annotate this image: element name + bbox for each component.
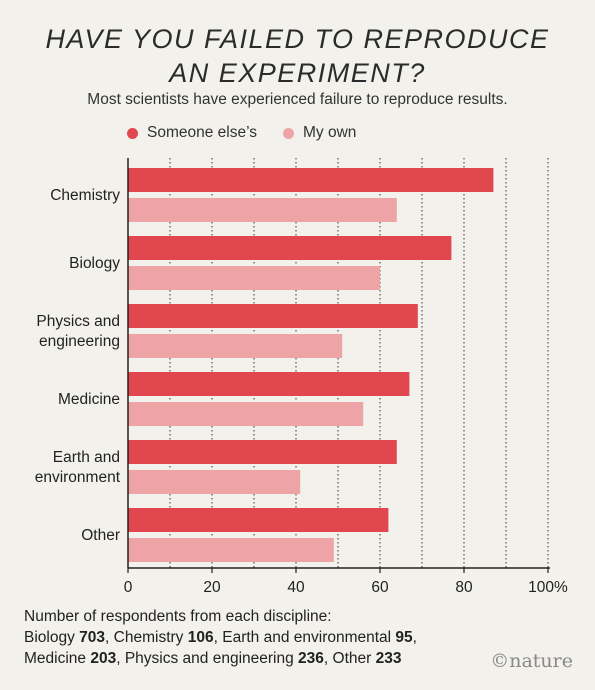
bar-5-someone-elses (128, 508, 389, 532)
category-label-2-1: engineering (39, 333, 120, 350)
bar-1-my-own (128, 266, 380, 290)
chart-subtitle: Most scientists have experienced failure… (87, 91, 508, 108)
legend-dot-someone-elses (127, 127, 138, 139)
x-tick-label-0: 0 (124, 579, 133, 596)
chart-title-line-2: AN EXPERIMENT? (169, 58, 426, 88)
x-tick-label-100: 100% (528, 579, 568, 596)
bar-0-someone-elses (128, 168, 494, 192)
bar-3-someone-elses (128, 372, 410, 396)
x-tick-label-80: 80 (455, 579, 473, 596)
legend-item-someone-elses: Someone else’s (127, 124, 257, 142)
chart-title-line-1: HAVE YOU FAILED TO REPRODUCE (45, 24, 550, 54)
bar-4-someone-elses (128, 440, 397, 464)
x-tick-label-60: 60 (371, 579, 389, 596)
respondent-discipline: Physics and engineering (124, 650, 299, 667)
category-label-4-1: environment (35, 469, 121, 486)
respondents-line-2: Medicine 203, Physics and engineering 23… (24, 650, 402, 667)
respondents-heading: Number of respondents from each discipli… (24, 608, 332, 625)
category-label-2-0: Physics and (36, 313, 120, 330)
legend-label-someone-elses: Someone else’s (147, 124, 258, 141)
bar-0-my-own (128, 198, 397, 222)
respondent-count: 95 (395, 629, 413, 646)
category-label-3-0: Medicine (58, 391, 120, 408)
bar-2-someone-elses (128, 304, 418, 328)
respondent-discipline: Biology (24, 629, 80, 646)
legend: Someone else’s My own (127, 124, 382, 142)
respondent-discipline: Earth and environmental (222, 629, 396, 646)
respondent-discipline: Other (332, 650, 376, 667)
bar-chart: Chemistry Biology Physics and engineering Me… (35, 158, 568, 596)
respondent-discipline: Chemistry (113, 629, 188, 646)
category-label-5-0: Other (81, 527, 120, 544)
bar-2-my-own (128, 334, 343, 358)
bar-1-someone-elses (128, 236, 452, 260)
category-label-4-0: Earth and (53, 449, 120, 466)
x-tick-label-20: 20 (203, 579, 221, 596)
category-label-0-0: Chemistry (50, 187, 120, 204)
respondent-count: 233 (375, 650, 402, 667)
legend-dot-my-own (283, 127, 295, 139)
x-tick-label-40: 40 (287, 579, 305, 596)
respondents-note: Number of respondents from each discipli… (24, 606, 417, 669)
respondent-discipline: Medicine (24, 650, 91, 667)
category-label-1-0: Biology (69, 255, 120, 272)
respondent-count: 106 (187, 629, 214, 646)
legend-item-my-own: My own (283, 124, 356, 142)
respondent-count: 703 (79, 629, 106, 646)
bar-4-my-own (128, 470, 301, 494)
respondents-line-1: Biology 703, Chemistry 106, Earth and en… (24, 629, 417, 646)
nature-logo: ©nature (490, 650, 573, 672)
respondent-count: 236 (298, 650, 324, 667)
bar-5-my-own (128, 538, 334, 562)
legend-label-my-own: My own (303, 124, 357, 141)
bar-3-my-own (128, 402, 364, 426)
respondent-count: 203 (90, 650, 117, 667)
